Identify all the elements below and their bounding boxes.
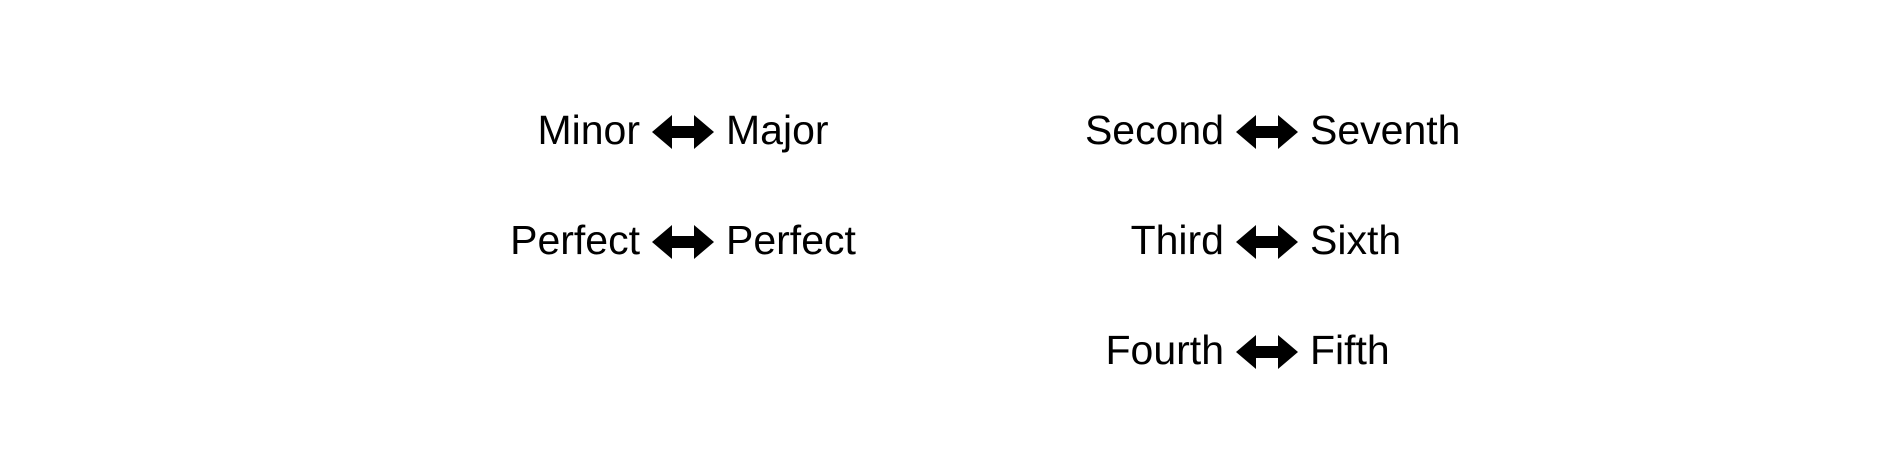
number-left-term: Fourth [1105,327,1225,373]
quality-right-term: Perfect [726,217,856,263]
number-pair-second-seventh: Second Seventh [1085,100,1461,160]
quality-pair-minor-major: Minor Major [537,100,828,160]
quality-left-term: Perfect [510,217,640,263]
number-pair-third-sixth: Third Sixth [1131,210,1402,270]
double-arrow-icon [652,225,714,259]
double-arrow-icon [1236,335,1298,369]
double-arrow-icon [652,115,714,149]
quality-left-term: Minor [537,107,640,153]
double-arrow-icon [1236,225,1298,259]
number-right-term: Seventh [1310,107,1461,153]
number-left-term: Third [1130,217,1224,263]
number-right-term: Fifth [1310,327,1390,373]
number-left-term: Second [1084,107,1224,153]
quality-pair-perfect-perfect: Perfect Perfect [510,210,856,270]
number-pair-fourth-fifth: Fourth Fifth [1106,320,1390,380]
quality-right-term: Major [726,107,829,153]
number-right-term: Sixth [1310,217,1402,263]
double-arrow-icon [1236,115,1298,149]
